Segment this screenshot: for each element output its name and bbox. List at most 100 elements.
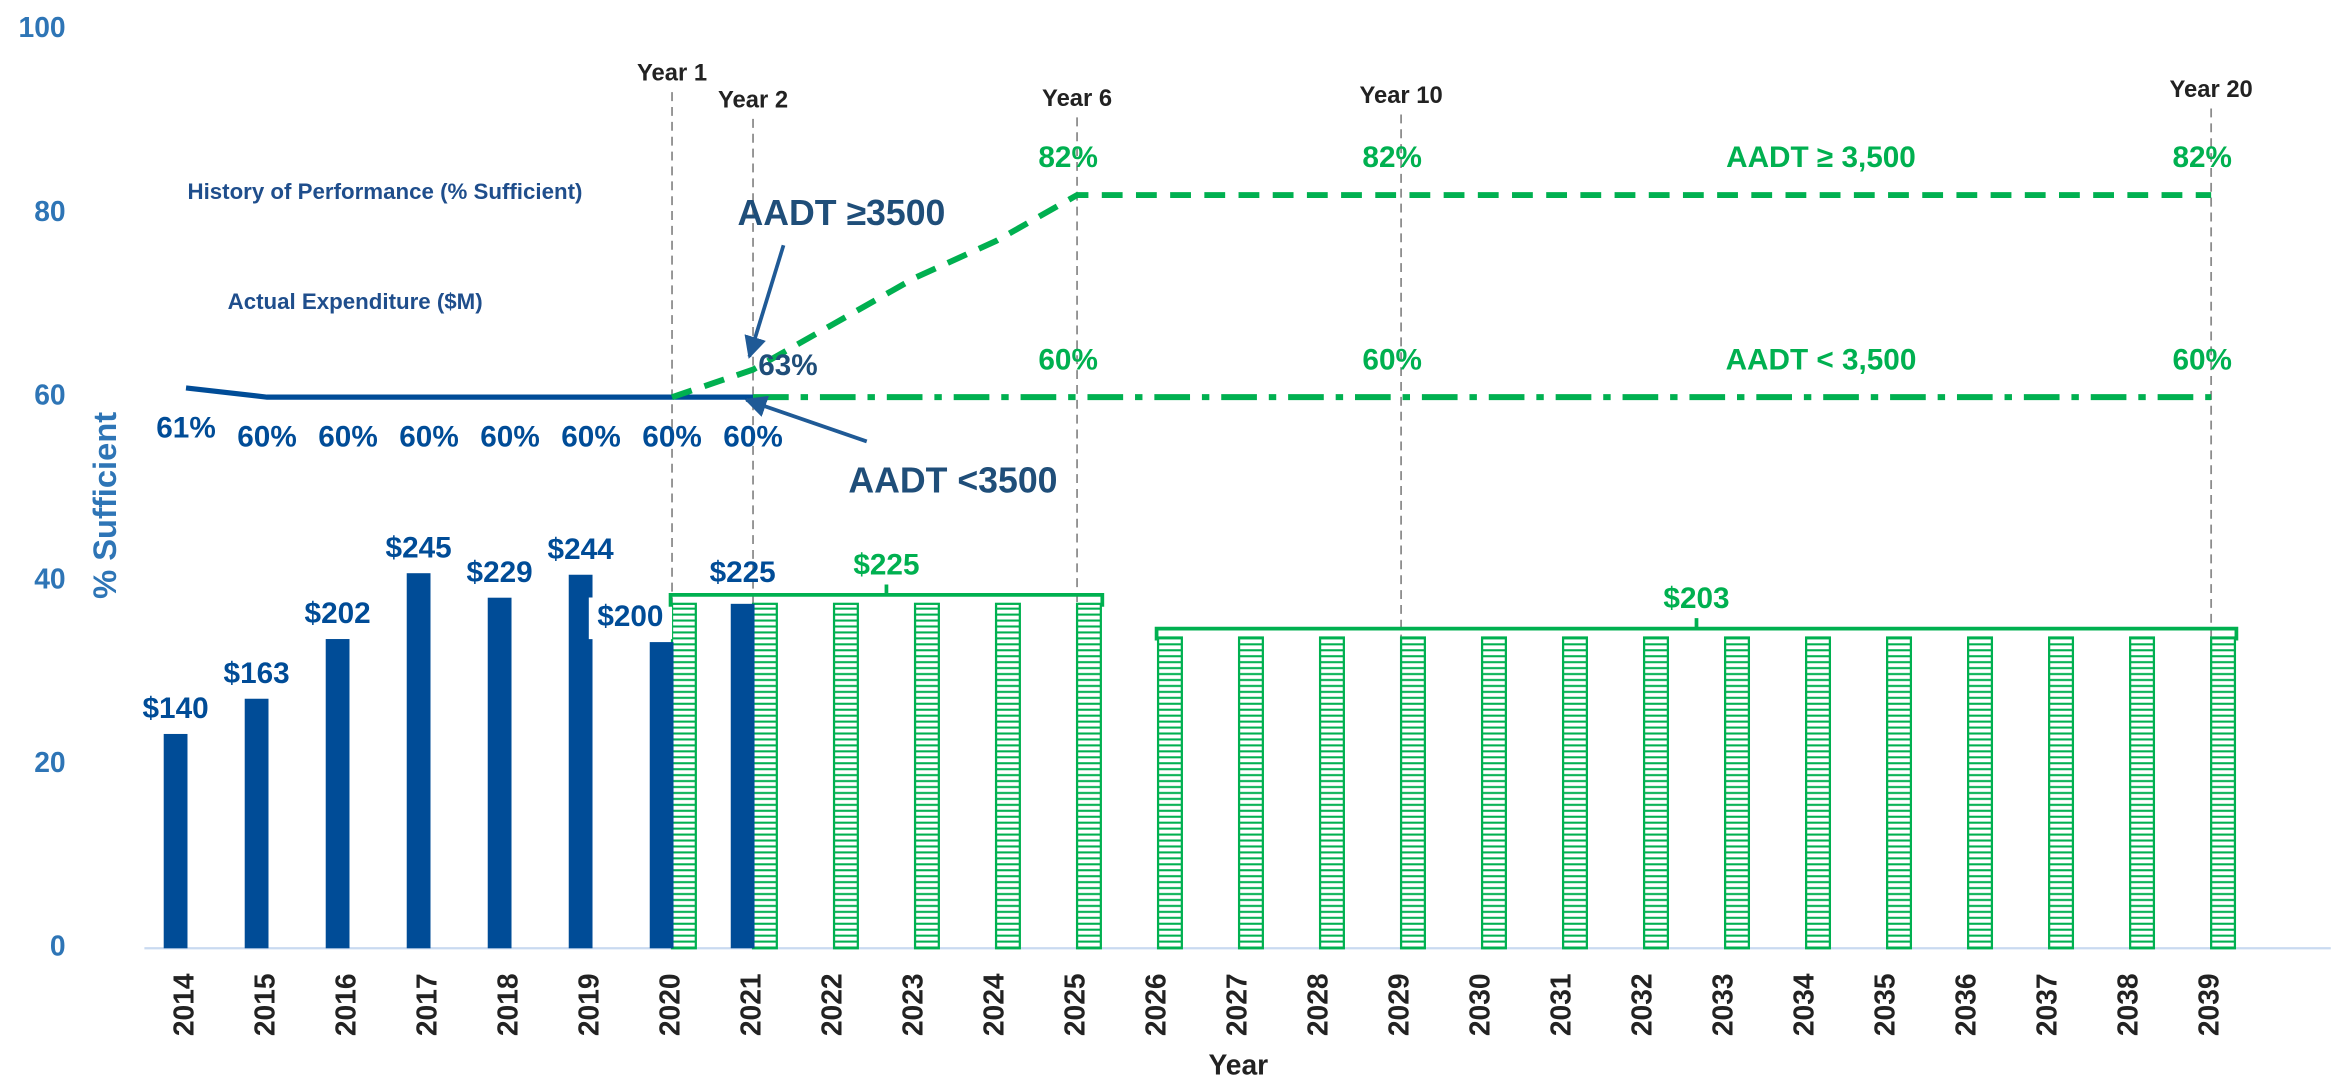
x-tick-label: 2038 [2112,973,2144,1036]
line-value-label: 60% [561,421,620,454]
annotation: 63% [758,349,817,382]
label-background [588,597,673,640]
line-value-label: 60% [1038,343,1097,376]
annotation-arrow [744,395,868,444]
annotation-arrow [744,244,786,359]
x-tick-label: 2024 [978,973,1010,1036]
line [185,385,754,400]
bar [244,698,269,949]
projected-bar [994,602,1021,950]
projected-bar [1642,636,1669,950]
legend-text: History of Performance (% Sufficient) [187,179,582,204]
bar [163,733,188,949]
bar-value-label: $202 [305,597,371,630]
x-tick-label: 2026 [1140,973,1172,1036]
bar-value-label: $245 [386,531,452,564]
x-tick-label: 2029 [1383,973,1415,1036]
x-tick-label: 2033 [1707,973,1739,1036]
bar [487,597,512,949]
projected-bar [2210,636,2237,950]
bar [325,639,350,949]
line-value-label: 60% [480,421,539,454]
bar-value-label: $225 [710,556,776,589]
x-tick-label: 2015 [248,973,280,1036]
y-axis-title: % Sufficient [86,412,123,599]
projected-bar [2048,636,2075,950]
projected-bar [1318,636,1345,950]
annotation: AADT ≥3500 [738,193,946,233]
y-tick-label: 40 [34,562,65,594]
bracket-label: $225 [853,549,919,582]
bracket-label: $203 [1663,582,1729,615]
bracket [668,584,1105,607]
bar [730,603,755,949]
y-tick-label: 100 [18,11,65,43]
line-value-label: 82% [2172,141,2231,174]
x-axis-title: Year [1208,1049,1268,1081]
milestone-label: Year 20 [2170,76,2253,103]
x-tick-label: 2018 [491,973,523,1036]
bar-value-label: $163 [224,657,290,690]
projected-bar [1804,636,1832,950]
x-tick-label: 2022 [815,973,847,1036]
line-value-label: 61% [156,411,215,444]
projected-bar [1237,636,1264,950]
bar [649,642,674,949]
milestone-label: Year 6 [1042,85,1112,112]
annotation: AADT <3500 [848,460,1057,500]
bracket [1154,618,2239,641]
x-tick-label: 2016 [329,973,361,1036]
projected-bar [1723,636,1751,950]
projected-bar [1156,636,1183,950]
x-tick-label: 2037 [2031,973,2063,1036]
line-value-label: 60% [318,421,377,454]
x-tick-label: 2025 [1059,973,1091,1036]
bar [406,573,431,949]
line-series-label: AADT < 3,500 [1726,343,1917,376]
projected-bar [1075,602,1102,950]
projected-bar [1480,636,1507,950]
x-tick-label: 2019 [572,973,604,1036]
x-tick-label: 2017 [410,973,442,1036]
x-tick-label: 2014 [167,973,199,1036]
legend-text: Actual Expenditure ($M) [228,289,483,314]
bar-value-label: $229 [467,556,533,589]
milestone-label: Year 2 [718,86,788,113]
y-tick-label: 0 [50,930,66,962]
line-value-label: 60% [1362,343,1421,376]
line-value-label: 82% [1038,141,1097,174]
x-tick-label: 2032 [1626,973,1658,1036]
milestone-label: Year 10 [1359,82,1442,109]
projected-bar [1886,636,1913,950]
line-value-label: 60% [2172,343,2231,376]
x-tick-label: 2039 [2193,973,2225,1036]
x-tick-label: 2036 [1950,973,1982,1036]
line [671,192,2212,400]
bar [568,574,593,949]
x-tick-label: 2023 [897,973,929,1036]
bar-value-label: $140 [143,692,209,725]
x-tick-label: 2021 [734,973,766,1036]
projected-bar [1967,636,1994,950]
line-value-label: 60% [642,421,701,454]
x-tick-label: 2020 [653,973,685,1036]
line-series-label: AADT ≥ 3,500 [1726,141,1916,174]
line-value-label: 60% [723,421,782,454]
bar-value-label: $244 [548,533,615,566]
x-tick-label: 2034 [1788,973,1820,1036]
milestone-label: Year 1 [637,60,707,87]
projected-bar [1399,636,1426,950]
projected-bar [670,602,697,950]
line-value-label: 60% [399,421,458,454]
projected-bar [1561,636,1588,950]
projected-bar [832,602,859,950]
y-tick-label: 80 [34,195,65,227]
projected-bar [751,602,778,950]
y-tick-label: 20 [34,746,65,778]
projected-bar [913,602,940,950]
x-tick-label: 2027 [1221,973,1253,1036]
line-value-label: 82% [1362,141,1421,174]
line-value-label: 60% [237,421,296,454]
